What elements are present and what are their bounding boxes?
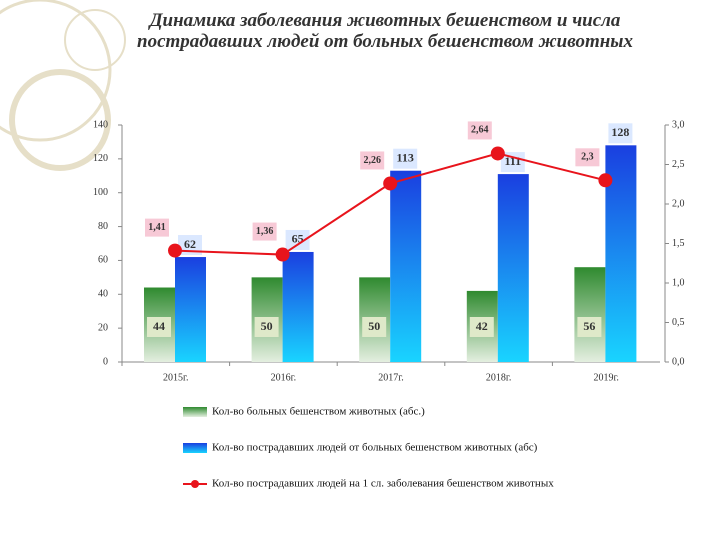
- decoration: [0, 0, 126, 171]
- label-box: [393, 148, 418, 169]
- y-tick-label: 120: [93, 153, 108, 164]
- x-tick-label: 2015г.: [163, 372, 188, 383]
- y2-tick-label: 1,5: [672, 238, 685, 249]
- data-label: 42: [476, 319, 488, 333]
- bar: [390, 170, 422, 362]
- y2-tick-label: 3,0: [672, 119, 685, 130]
- label-box: [254, 317, 279, 337]
- data-label: 128: [611, 125, 629, 139]
- label-box: [362, 317, 387, 337]
- legend-swatch: [183, 443, 207, 453]
- legend-swatch: [191, 480, 199, 488]
- data-label: 113: [397, 150, 414, 164]
- data-label: 2,26: [363, 155, 381, 166]
- label-box: [608, 123, 633, 144]
- y2-tick-label: 0,5: [672, 317, 685, 328]
- y-tick-label: 140: [93, 119, 108, 130]
- label-box: [575, 148, 600, 167]
- bar: [574, 267, 606, 362]
- y2-tick-label: 2,5: [672, 159, 685, 170]
- y-tick-label: 20: [98, 322, 108, 333]
- bar: [175, 257, 206, 362]
- data-label: 44: [153, 319, 165, 333]
- bar: [497, 174, 529, 362]
- chart-title: Динамика заболевания животных бешенством…: [137, 10, 633, 52]
- y-tick-label: 60: [98, 255, 108, 266]
- y-tick-label: 0: [103, 356, 108, 367]
- label-box: [500, 152, 525, 173]
- label-box: [360, 151, 385, 170]
- x-tick-label: 2019г.: [593, 372, 618, 383]
- y2-tick-label: 1,0: [672, 277, 685, 288]
- data-label: 1,41: [148, 222, 166, 233]
- line-point: [168, 243, 182, 258]
- label-box: [467, 121, 492, 140]
- data-label: 50: [261, 319, 273, 333]
- y-tick-label: 40: [98, 289, 108, 300]
- label-box: [285, 229, 310, 250]
- label-box: [577, 317, 602, 337]
- y2-tick-label: 2,0: [672, 198, 685, 209]
- y-tick-label: 80: [98, 221, 108, 232]
- data-label: 2,64: [471, 125, 489, 136]
- data-label: 56: [583, 319, 595, 333]
- x-tick-label: 2016г.: [271, 372, 296, 383]
- y2-tick-label: 0,0: [672, 356, 685, 367]
- label-box: [252, 222, 277, 241]
- legend-text: Кол-во пострадавших людей на 1 сл. забол…: [212, 478, 554, 490]
- legend-text: Кол-во больных бешенством животных (абс.…: [212, 406, 425, 418]
- data-label: 1,36: [256, 226, 274, 237]
- label-box: [147, 317, 171, 337]
- line-point: [383, 176, 398, 191]
- legend-swatch: [183, 407, 207, 417]
- data-label: 50: [368, 319, 380, 333]
- bar: [282, 251, 314, 362]
- data-label: 62: [184, 237, 196, 251]
- label-box: [145, 218, 169, 237]
- x-tick-label: 2017г.: [378, 372, 403, 383]
- line-point: [275, 247, 290, 262]
- legend-text: Кол-во пострадавших людей от больных беш…: [212, 442, 538, 454]
- x-tick-label: 2018г.: [486, 372, 511, 383]
- y-tick-label: 100: [93, 187, 108, 198]
- data-label: 2,3: [581, 152, 594, 163]
- line-point: [598, 173, 613, 188]
- label-box: [469, 317, 494, 337]
- line-point: [490, 146, 505, 161]
